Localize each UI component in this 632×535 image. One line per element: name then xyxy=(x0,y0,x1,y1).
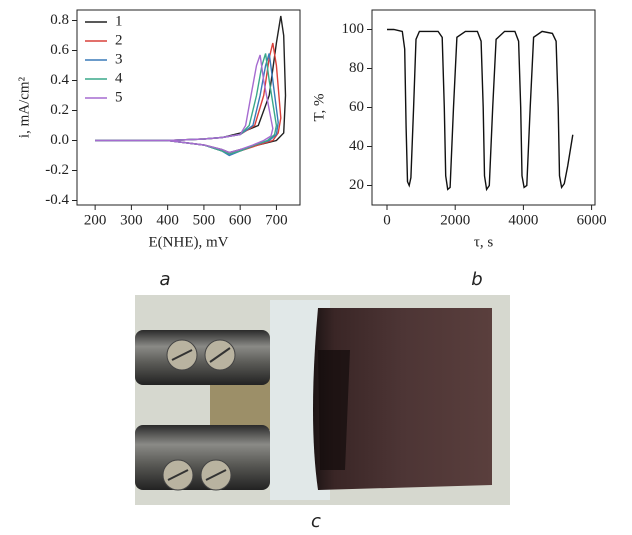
panel-label: a xyxy=(159,269,170,290)
y-tick-label: -0.4 xyxy=(45,192,69,208)
y-tick-label: 80 xyxy=(349,60,364,76)
y-tick-label: 100 xyxy=(342,21,365,37)
photo xyxy=(135,295,510,505)
series-line xyxy=(387,28,574,192)
y-tick-label: 20 xyxy=(349,177,364,193)
y-tick-label: 0.6 xyxy=(50,42,69,58)
legend-label: 5 xyxy=(115,89,123,105)
panel-label: b xyxy=(471,269,482,290)
x-tick-label: 4000 xyxy=(508,212,538,228)
x-tick-label: 400 xyxy=(156,212,179,228)
y-tick-label: 60 xyxy=(349,99,364,115)
series-line xyxy=(95,15,287,154)
x-tick-label: 2000 xyxy=(440,212,470,228)
y-tick-label: 0.8 xyxy=(50,12,69,28)
legend-label: 2 xyxy=(115,32,123,48)
x-tick-label: 600 xyxy=(229,212,252,228)
y-tick-label: 0.2 xyxy=(50,102,69,118)
series-line xyxy=(95,54,274,154)
x-tick-label: 300 xyxy=(120,212,143,228)
y-tick-label: 0.0 xyxy=(50,132,69,148)
x-tick-label: 200 xyxy=(84,212,107,228)
x-tick-label: 700 xyxy=(265,212,288,228)
x-tick-label: 500 xyxy=(193,212,216,228)
y-tick-label: -0.2 xyxy=(45,162,69,178)
x-axis-label: τ, s xyxy=(474,234,494,250)
legend-label: 4 xyxy=(115,70,123,86)
x-axis-label: E(NHE), mV xyxy=(149,234,229,250)
x-tick-label: 0 xyxy=(383,212,391,228)
y-tick-label: 0.4 xyxy=(50,72,69,88)
y-axis-label: i, mA/cm² xyxy=(16,76,32,138)
legend-label: 1 xyxy=(115,13,123,29)
y-tick-label: 40 xyxy=(349,138,364,154)
panel-label: c xyxy=(311,511,321,532)
series-line xyxy=(95,42,282,155)
plot-frame xyxy=(76,9,301,206)
x-tick-label: 6000 xyxy=(577,212,607,228)
legend-label: 3 xyxy=(115,51,123,67)
y-axis-label: T, % xyxy=(311,93,327,121)
